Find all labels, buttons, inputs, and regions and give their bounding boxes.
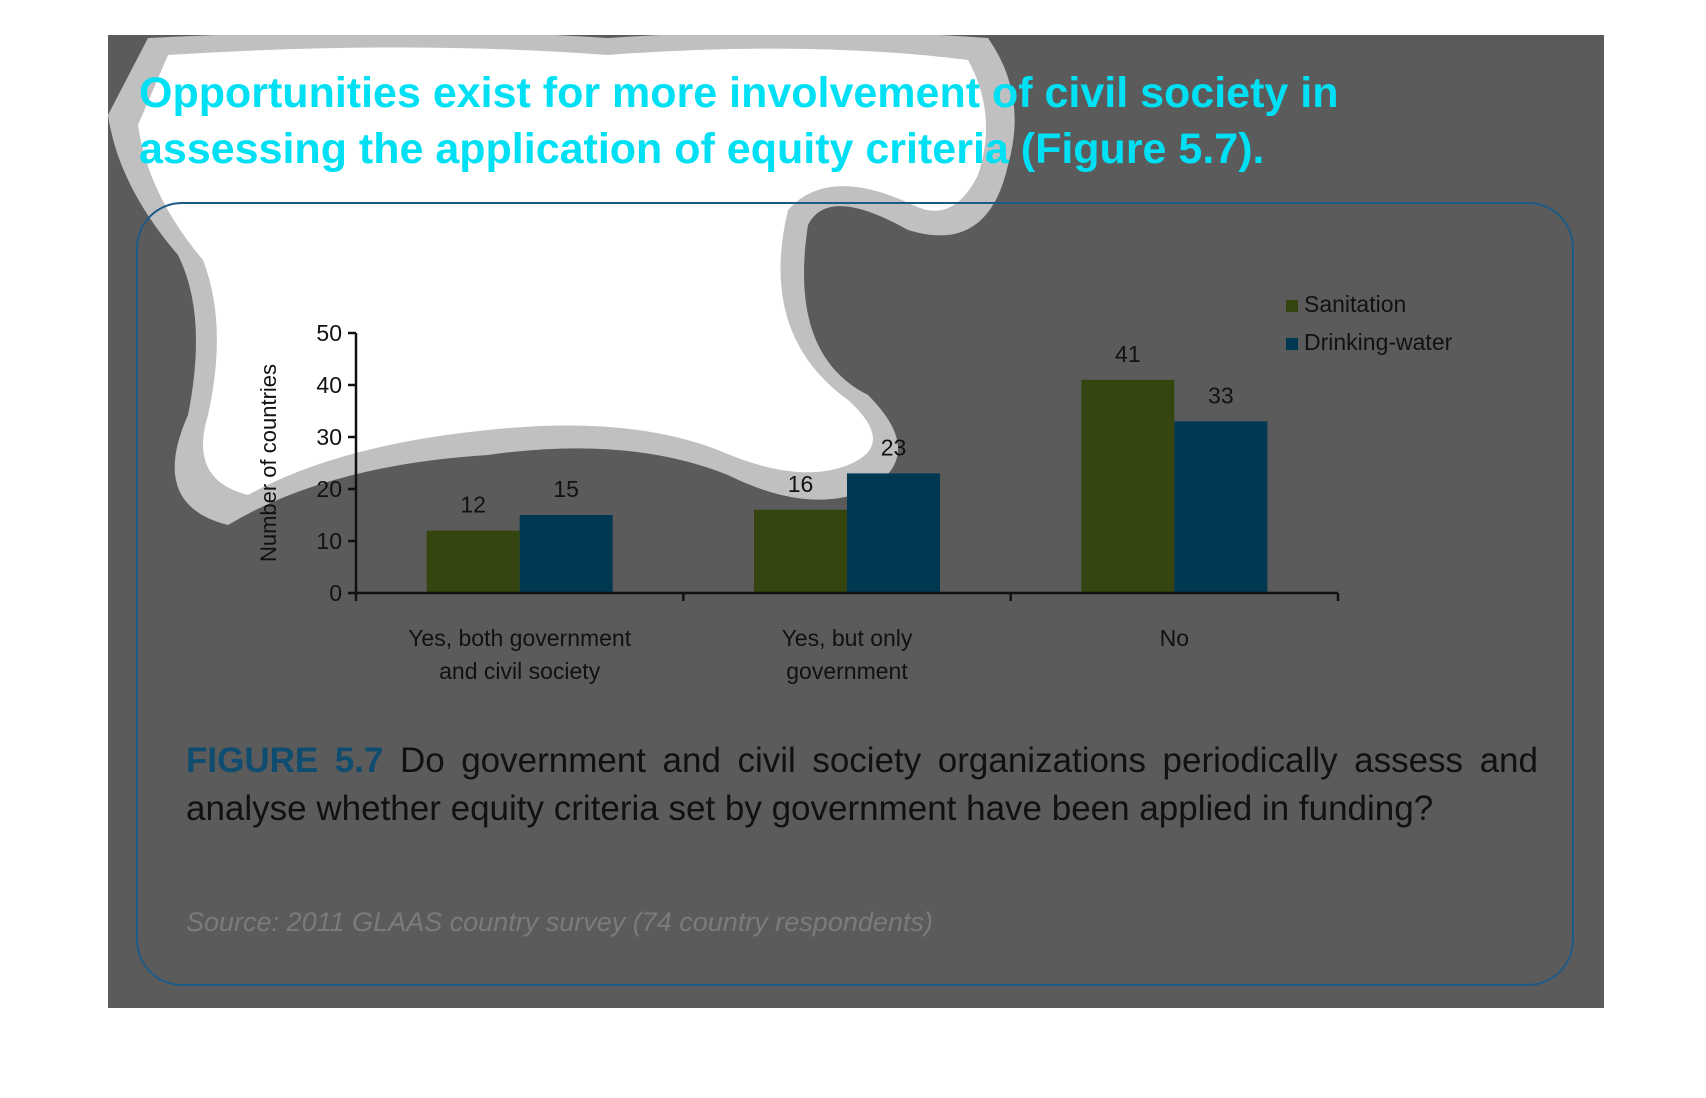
source-note: Source: 2011 GLAAS country survey (74 co…: [186, 907, 933, 937]
bar-drinking-water-1: [847, 473, 940, 593]
y-tick-label: 30: [316, 424, 342, 450]
y-tick-label: 20: [316, 476, 342, 502]
y-tick-label: 0: [329, 580, 342, 606]
legend-swatch: [1286, 300, 1298, 312]
legend-label: Drinking-water: [1304, 329, 1453, 355]
y-tick-label: 50: [316, 320, 342, 346]
figure-panel: Opportunities exist for more involvement…: [108, 35, 1604, 1008]
data-label: 41: [1115, 341, 1141, 367]
bar-sanitation-1: [754, 509, 847, 593]
data-label: 23: [881, 434, 907, 460]
y-tick-label: 40: [316, 372, 342, 398]
page-heading: Opportunities exist for more involvement…: [139, 69, 1339, 173]
x-category-label: Yes, both government and civil society: [408, 625, 632, 684]
data-label: 12: [460, 492, 486, 518]
legend-swatch: [1286, 338, 1298, 350]
bar-sanitation-2: [1081, 379, 1175, 593]
data-label: 15: [553, 476, 579, 502]
y-axis-label: Number of countries: [256, 364, 281, 562]
x-category-label: Yes, but only government: [782, 625, 913, 684]
y-tick-label: 10: [316, 528, 342, 554]
figure-box: [136, 202, 1574, 986]
data-label: 33: [1208, 382, 1234, 408]
bar-drinking-water-0: [519, 515, 613, 593]
legend-label: Sanitation: [1304, 291, 1406, 317]
x-category-label: No: [1160, 625, 1189, 651]
bar-sanitation-0: [426, 530, 520, 593]
overlay-shape: [108, 35, 1015, 525]
figure-label: FIGURE 5.7: [186, 741, 384, 780]
bar-drinking-water-2: [1174, 421, 1268, 593]
bar-chart: 12 15 16 23 41 33 0 10 20 30 40 50 Yes, both gover…: [256, 291, 1453, 684]
caption-text: Do government and civil society organiza…: [186, 741, 1538, 828]
figure-caption: FIGURE 5.7 Do government and civil socie…: [186, 737, 1538, 833]
data-label: 16: [788, 471, 814, 497]
